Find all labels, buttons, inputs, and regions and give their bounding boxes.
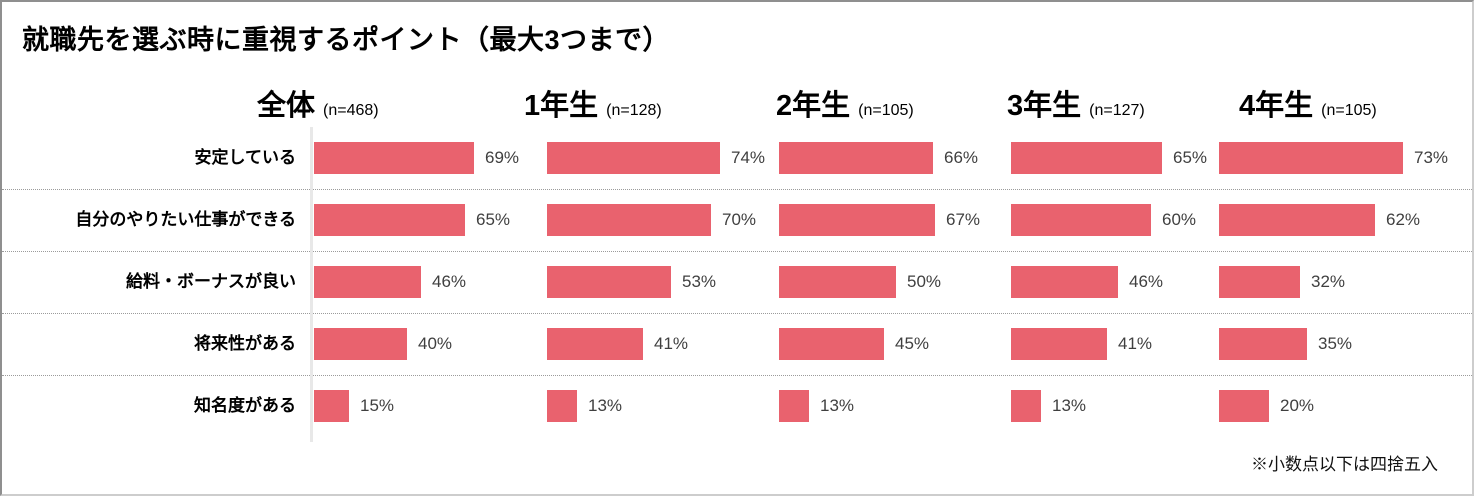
value-label: 15% xyxy=(360,396,395,415)
bar xyxy=(314,142,474,174)
bar xyxy=(1219,390,1269,422)
column-header-n-label: (n=105) xyxy=(858,102,914,119)
bar xyxy=(1219,142,1403,174)
value-label: 66% xyxy=(944,148,979,167)
category-label: 自分のやりたい仕事ができる xyxy=(75,210,296,229)
value-label: 65% xyxy=(476,210,511,229)
bar xyxy=(1011,142,1162,174)
bar xyxy=(779,266,896,298)
value-label: 13% xyxy=(1052,396,1087,415)
rounding-footnote: ※小数点以下は四捨五入 xyxy=(1251,455,1438,474)
bar xyxy=(1011,328,1107,360)
category-label: 給料・ボーナスが良い xyxy=(126,272,296,291)
bar xyxy=(779,390,809,422)
bar xyxy=(1219,266,1300,298)
chart-title: 就職先を選ぶ時に重視するポイント（最大3つまで） xyxy=(22,25,671,55)
value-label: 45% xyxy=(895,334,930,353)
category-label: 知名度がある xyxy=(194,396,296,415)
bar xyxy=(547,390,577,422)
value-label: 70% xyxy=(722,210,757,229)
column-header: 全体 (n=468) xyxy=(257,82,379,124)
bar xyxy=(1219,328,1307,360)
value-label: 32% xyxy=(1311,272,1346,291)
column-header-label: 4年生 xyxy=(1239,90,1314,122)
column-header: 3年生 (n=127) xyxy=(1007,82,1145,124)
value-label: 46% xyxy=(1129,272,1164,291)
value-label: 40% xyxy=(418,334,453,353)
value-label: 69% xyxy=(485,148,520,167)
bar xyxy=(547,328,643,360)
y-axis-line xyxy=(310,127,313,442)
chart-row: 安定している 69% 74% 66% 65% 73% xyxy=(2,127,1472,190)
bar xyxy=(314,390,349,422)
column-header-n-label: (n=468) xyxy=(323,102,379,119)
column-header: 2年生 (n=105) xyxy=(776,82,914,124)
chart-row: 自分のやりたい仕事ができる 65% 70% 67% 60% 62% xyxy=(2,189,1472,252)
value-label: 53% xyxy=(682,272,717,291)
value-label: 13% xyxy=(588,396,623,415)
bar xyxy=(1219,204,1375,236)
chart-row: 給料・ボーナスが良い 46% 53% 50% 46% 32% xyxy=(2,251,1472,314)
column-header-n-label: (n=128) xyxy=(606,102,662,119)
value-label: 74% xyxy=(731,148,766,167)
column-header-label: 2年生 xyxy=(776,90,851,122)
bar xyxy=(779,328,884,360)
value-label: 65% xyxy=(1173,148,1208,167)
value-label: 62% xyxy=(1386,210,1421,229)
value-label: 73% xyxy=(1414,148,1449,167)
bar xyxy=(314,328,407,360)
column-header: 4年生 (n=105) xyxy=(1239,82,1377,124)
chart-row: 将来性がある 40% 41% 45% 41% 35% xyxy=(2,313,1472,376)
value-label: 60% xyxy=(1162,210,1197,229)
bar xyxy=(314,266,421,298)
value-label: 67% xyxy=(946,210,981,229)
bar xyxy=(1011,266,1118,298)
column-header-n-label: (n=105) xyxy=(1321,102,1377,119)
bar xyxy=(547,204,711,236)
category-label: 安定している xyxy=(194,148,297,167)
bar xyxy=(1011,204,1151,236)
value-label: 20% xyxy=(1280,396,1315,415)
bar xyxy=(1011,390,1041,422)
bar xyxy=(547,142,720,174)
column-header: 1年生 (n=128) xyxy=(524,82,662,124)
column-header-label: 3年生 xyxy=(1007,90,1082,122)
bar xyxy=(779,204,935,236)
bar xyxy=(779,142,933,174)
value-label: 13% xyxy=(820,396,855,415)
category-label: 将来性がある xyxy=(194,334,296,353)
bar xyxy=(547,266,671,298)
column-header-n-label: (n=127) xyxy=(1089,102,1145,119)
value-label: 46% xyxy=(432,272,467,291)
bar xyxy=(314,204,465,236)
column-header-label: 1年生 xyxy=(524,90,599,122)
value-label: 41% xyxy=(654,334,689,353)
value-label: 50% xyxy=(907,272,942,291)
chart-row: 知名度がある 15% 13% 13% 13% 20% xyxy=(2,375,1472,437)
column-header-label: 全体 xyxy=(257,90,316,122)
value-label: 41% xyxy=(1118,334,1153,353)
value-label: 35% xyxy=(1318,334,1353,353)
